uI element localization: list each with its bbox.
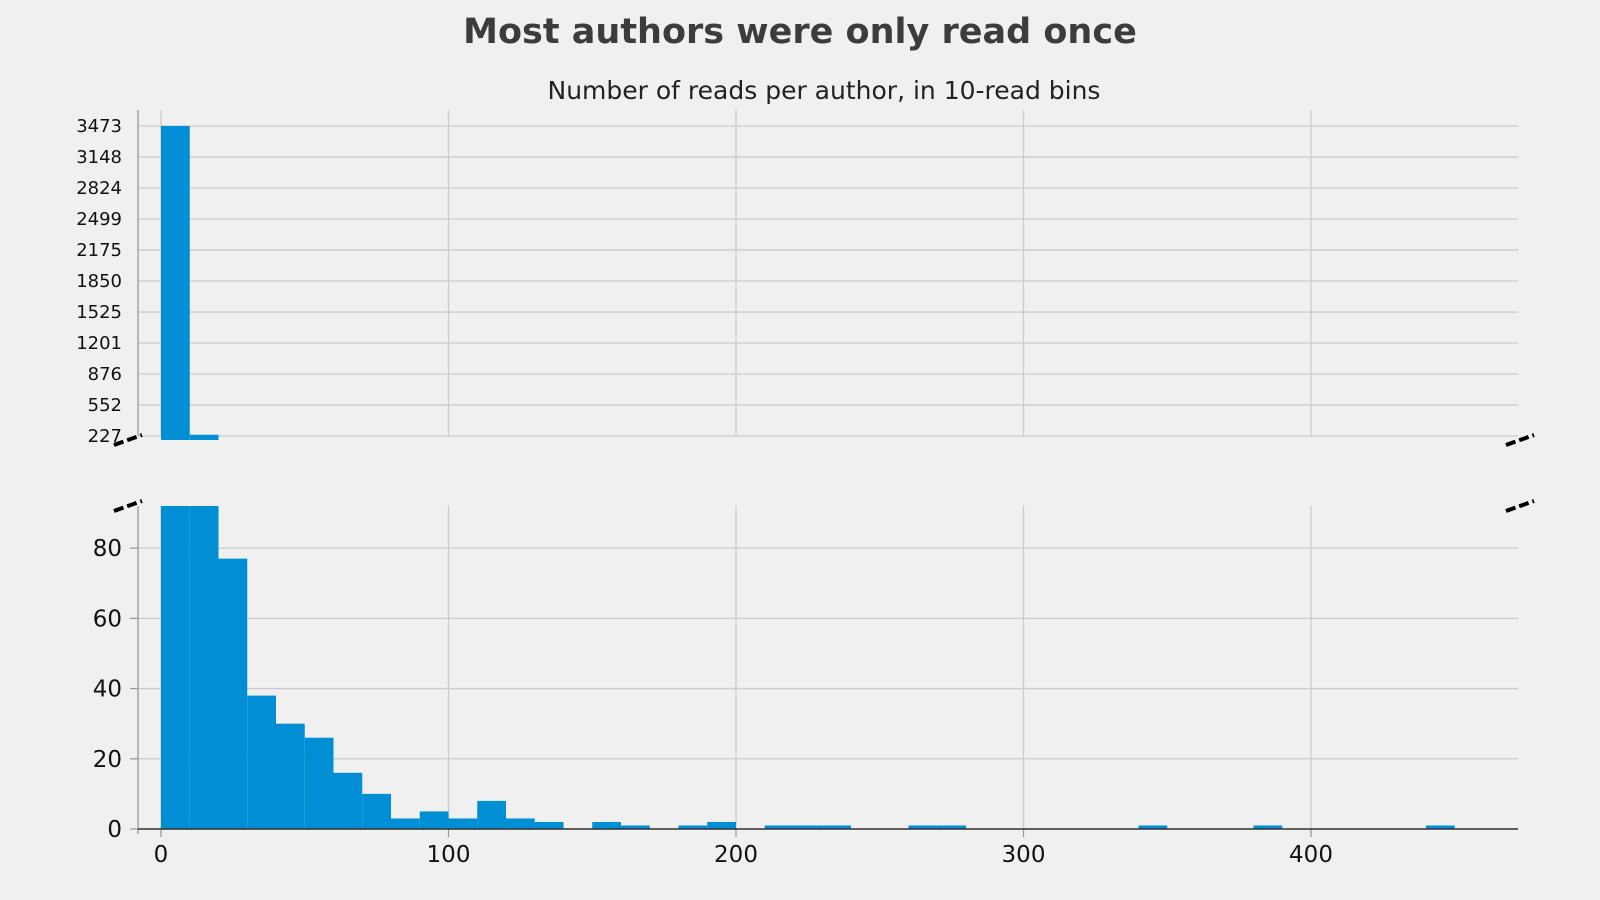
upper-y-tick-label: 2824 [76, 178, 122, 199]
histogram-bar [304, 737, 334, 829]
lower-panel: 0 20 40 60 80 0 100 200 300 400 [93, 506, 1518, 868]
upper-panel: 227 552 876 1201 1525 1850 2175 2499 2824 3148 347… [76, 110, 1518, 447]
axis-break-mark [1505, 499, 1535, 513]
x-tick-label: 400 [1289, 842, 1333, 868]
x-tick-label: 300 [1002, 842, 1046, 868]
histogram-bar [793, 825, 823, 829]
lower-y-tick-label: 0 [107, 817, 122, 843]
histogram-bar [621, 825, 650, 829]
histogram-bar [448, 818, 478, 829]
upper-y-tick-label: 552 [88, 395, 122, 416]
histogram-bar [333, 772, 363, 829]
lower-y-tick-label: 40 [93, 677, 122, 703]
lower-y-tick-label: 20 [93, 747, 122, 773]
histogram-bar [822, 825, 851, 829]
upper-y-tick-label: 876 [88, 364, 122, 385]
histogram-bar-upper [161, 126, 190, 440]
histogram-bar [362, 793, 391, 829]
histogram-bar [161, 506, 190, 829]
x-tick-label: 0 [154, 842, 169, 868]
histogram-bar [1253, 825, 1283, 829]
axis-break-mark [1505, 433, 1535, 447]
histogram-bar [391, 818, 420, 829]
x-tick-label: 200 [714, 842, 758, 868]
chart-title: Most authors were only read once [463, 12, 1137, 52]
histogram-bar [218, 558, 248, 829]
upper-y-tick-label: 1525 [76, 302, 122, 323]
histogram-bar [678, 825, 708, 829]
upper-y-tick-label: 227 [88, 426, 122, 447]
histogram-bar [189, 506, 219, 829]
upper-y-tick-label: 1850 [76, 271, 122, 292]
lower-y-tick-label: 80 [93, 536, 122, 562]
histogram-bar [534, 821, 564, 829]
histogram-bar [1426, 825, 1455, 829]
histogram-bar [937, 825, 966, 829]
chart-subtitle: Number of reads per author, in 10-read b… [547, 76, 1101, 105]
histogram-bar [1138, 825, 1168, 829]
axis-break-mark [113, 433, 143, 447]
histogram-bar [276, 723, 305, 829]
upper-y-tick-label: 3473 [76, 116, 122, 137]
lower-y-tick-label: 60 [93, 606, 122, 632]
histogram-bar-upper [189, 434, 219, 440]
x-tick-label: 100 [427, 842, 471, 868]
axis-break-mark [113, 499, 143, 513]
histogram-bar [908, 825, 938, 829]
upper-y-tick-label: 2499 [76, 209, 122, 230]
upper-y-tick-label: 1201 [76, 333, 122, 354]
axis-break-marks [113, 433, 1535, 513]
histogram-bar [506, 818, 535, 829]
upper-y-tick-label: 2175 [76, 240, 122, 261]
histogram-bar [477, 800, 506, 829]
upper-y-tick-label: 3148 [76, 147, 122, 168]
histogram-bar [419, 811, 449, 829]
histogram-bar [592, 821, 621, 829]
histogram-bar [764, 825, 794, 829]
histogram-bar [707, 821, 736, 829]
histogram-bar [247, 695, 276, 829]
